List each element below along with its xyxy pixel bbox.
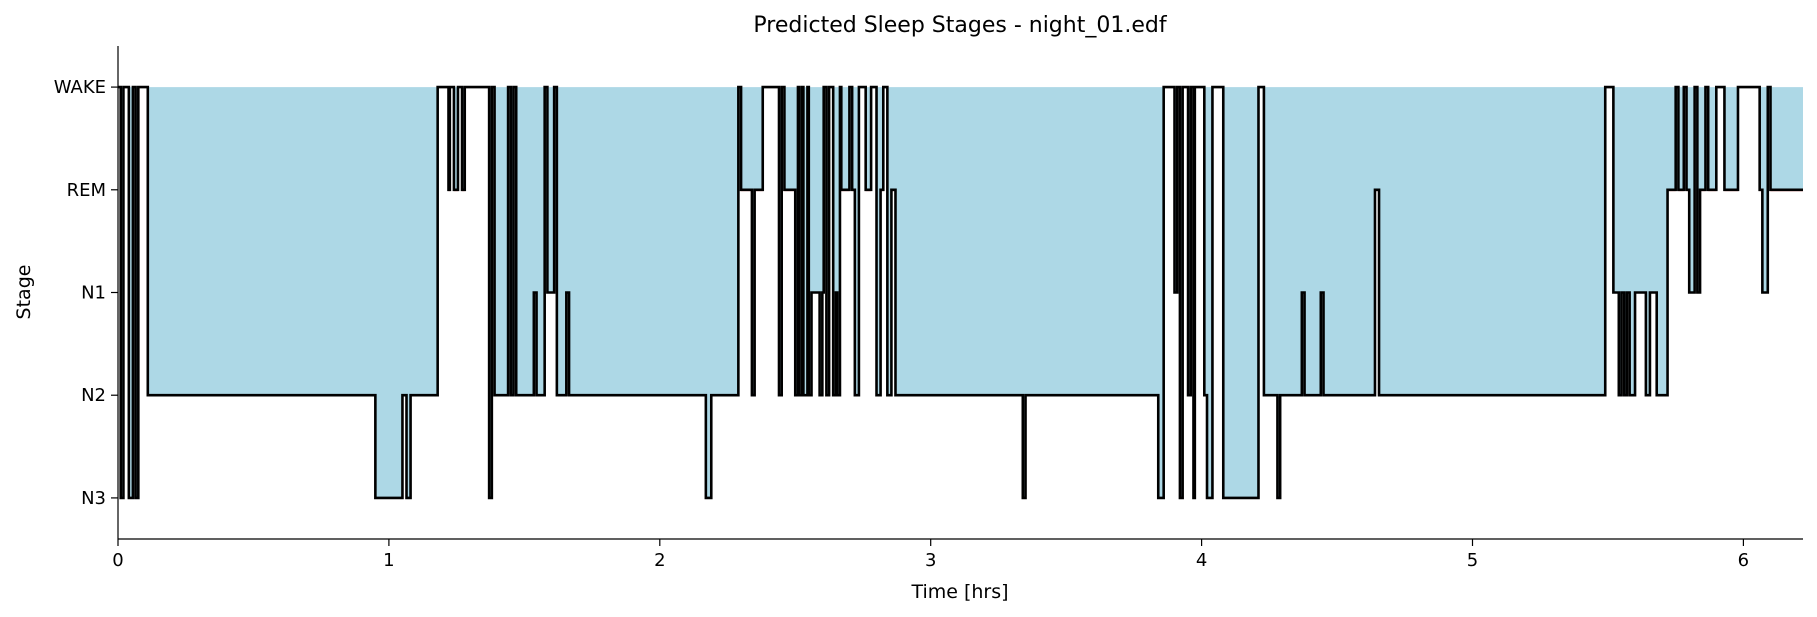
stage-step-line [118,85,1803,500]
axes: 0 1 2 3 4 5 6 WAKE REM N1 N2 N3 [54,46,1803,571]
x-ticks: 0 1 2 3 4 5 6 [112,539,1749,571]
x-tick-label: 5 [1467,550,1478,571]
fill-area [118,87,1803,498]
y-tick-label: REM [67,180,106,201]
y-tick-label: N3 [81,488,106,509]
x-tick-label: 2 [654,550,665,571]
y-ticks: WAKE REM N1 N2 N3 [54,77,118,509]
x-tick-label: 6 [1738,550,1749,571]
y-tick-label: N1 [81,283,106,304]
plot-area [118,85,1803,500]
x-axis-label: Time [hrs] [910,581,1008,603]
y-tick-label: WAKE [54,77,106,98]
chart-title: Predicted Sleep Stages - night_01.edf [753,13,1167,38]
y-tick-label: N2 [81,385,106,406]
y-axis-label: Stage [13,265,35,320]
x-tick-label: 3 [925,550,936,571]
x-tick-label: 0 [112,550,123,571]
x-tick-label: 4 [1196,550,1207,571]
x-tick-label: 1 [383,550,394,571]
